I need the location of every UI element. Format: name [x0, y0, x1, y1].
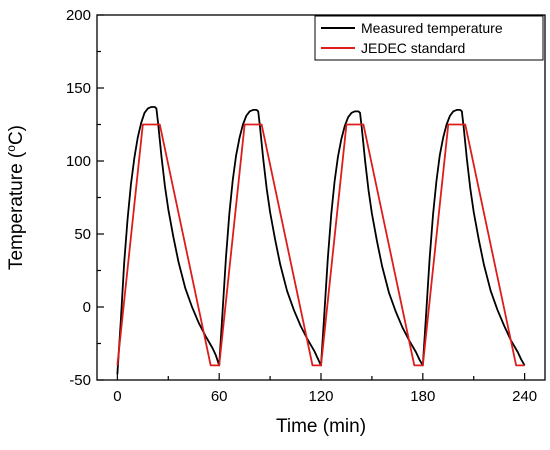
y-tick-label: 0: [83, 299, 91, 316]
x-axis-title: Time (min): [276, 416, 366, 437]
y-tick-label: 100: [66, 153, 91, 170]
legend: Measured temperature JEDEC standard: [314, 15, 544, 61]
series-line-jedec: [116, 123, 525, 367]
x-tick-label: 60: [211, 388, 228, 405]
y-axis-title-superscript: o: [4, 145, 18, 152]
x-tick-label: 120: [308, 388, 333, 405]
y-axis-title-main: Temperature (: [6, 151, 27, 270]
y-tick-label: 150: [66, 80, 91, 97]
y-tick-label: -50: [69, 372, 91, 389]
y-axis-title: Temperature (oC): [4, 125, 27, 270]
tick-layer: 0 60 120 180 240 -50 0 50 100 150 200: [66, 7, 537, 405]
y-axis-title-tail: C): [6, 125, 27, 145]
legend-entry: JEDEC standard: [361, 40, 465, 56]
x-tick-label: 240: [512, 388, 537, 405]
legend-entry: Measured temperature: [361, 20, 503, 36]
x-tick-label: 0: [113, 388, 121, 405]
y-tick-label: 200: [66, 7, 91, 24]
y-tick-label: 50: [74, 226, 91, 243]
legend-box: [314, 15, 544, 61]
x-tick-label: 180: [410, 388, 435, 405]
series-layer: [116, 106, 526, 375]
